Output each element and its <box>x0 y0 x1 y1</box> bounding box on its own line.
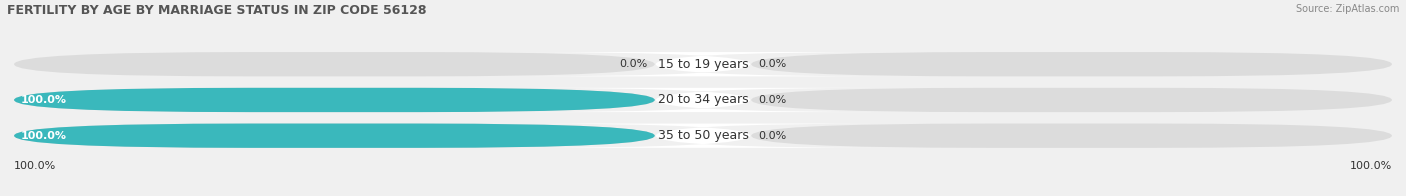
FancyBboxPatch shape <box>14 88 655 112</box>
FancyBboxPatch shape <box>751 88 1392 112</box>
FancyBboxPatch shape <box>14 52 655 76</box>
Text: Source: ZipAtlas.com: Source: ZipAtlas.com <box>1295 4 1399 14</box>
FancyBboxPatch shape <box>516 88 890 112</box>
FancyBboxPatch shape <box>14 123 655 148</box>
Text: 0.0%: 0.0% <box>620 59 648 69</box>
Text: 100.0%: 100.0% <box>1350 161 1392 171</box>
FancyBboxPatch shape <box>751 123 1392 148</box>
FancyBboxPatch shape <box>14 123 655 148</box>
FancyBboxPatch shape <box>14 88 655 112</box>
Text: 0.0%: 0.0% <box>758 59 786 69</box>
FancyBboxPatch shape <box>516 52 890 76</box>
Text: 0.0%: 0.0% <box>758 131 786 141</box>
Text: 0.0%: 0.0% <box>758 95 786 105</box>
Text: 15 to 19 years: 15 to 19 years <box>658 58 748 71</box>
Text: 20 to 34 years: 20 to 34 years <box>658 93 748 106</box>
Text: 100.0%: 100.0% <box>21 95 67 105</box>
Text: FERTILITY BY AGE BY MARRIAGE STATUS IN ZIP CODE 56128: FERTILITY BY AGE BY MARRIAGE STATUS IN Z… <box>7 4 426 17</box>
FancyBboxPatch shape <box>751 52 1392 76</box>
Text: 100.0%: 100.0% <box>14 161 56 171</box>
FancyBboxPatch shape <box>516 123 890 148</box>
Text: 35 to 50 years: 35 to 50 years <box>658 129 748 142</box>
Text: 100.0%: 100.0% <box>21 131 67 141</box>
